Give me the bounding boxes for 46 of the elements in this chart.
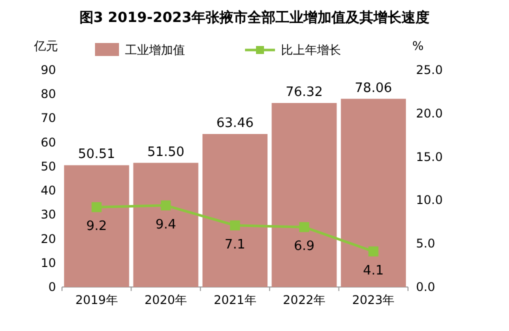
y2-axis-title: % [412,39,424,53]
bar [272,102,337,287]
bar [64,165,130,287]
point [368,246,378,256]
y-tick-label: 30 [40,208,56,222]
y2-tick-label: 20.0 [416,106,443,120]
y2-tick-label: 25.0 [416,63,443,77]
y2-tick-label: 0.0 [416,280,436,294]
x-tick-label: 2021年 [214,293,256,307]
x-tick-label: 2022年 [282,293,326,307]
data-label: 76.32 [286,84,323,100]
x-tick-label: 2019年 [75,293,118,307]
y-axis-title: 亿元 [33,39,58,53]
point [160,200,171,210]
point [230,220,240,230]
data-label: 63.46 [216,116,254,131]
chart-title: 图3 2019-2023年张掖市全部工业增加值及其增长速度 [79,9,430,26]
data-label: 51.50 [147,144,184,160]
y-tick-label: 60 [40,135,56,150]
legend-label: 比上年增长 [281,43,341,57]
y-tick-label: 70 [40,111,56,126]
data-label: 9.4 [155,217,176,232]
x-tick-label: 2020年 [144,293,188,307]
y2-tick-label: 15.0 [416,150,443,164]
bar [133,162,198,287]
data-label: 6.9 [294,239,315,254]
y-tick-label: 80 [40,87,56,102]
y-tick-label: 40 [40,184,56,198]
point [299,222,310,232]
bar [202,134,268,287]
y-tick-label: 90 [40,63,56,77]
point [92,202,102,212]
y2-tick-label: 5.0 [416,236,436,251]
legend-label: 工业增加值 [125,43,185,57]
data-label: 7.1 [224,237,246,252]
data-label: 50.51 [78,147,116,162]
x-tick-label: 2023年 [352,293,395,307]
y-tick-label: 50 [40,159,56,174]
bar [340,98,406,287]
y-tick-label: 0 [48,280,56,294]
data-label: 9.2 [86,219,107,234]
y-tick-label: 10 [40,256,56,270]
data-label: 78.06 [354,80,392,96]
y2-tick-label: 10.0 [416,193,443,208]
data-label: 4.1 [363,263,384,278]
y-tick-label: 20 [40,232,56,246]
